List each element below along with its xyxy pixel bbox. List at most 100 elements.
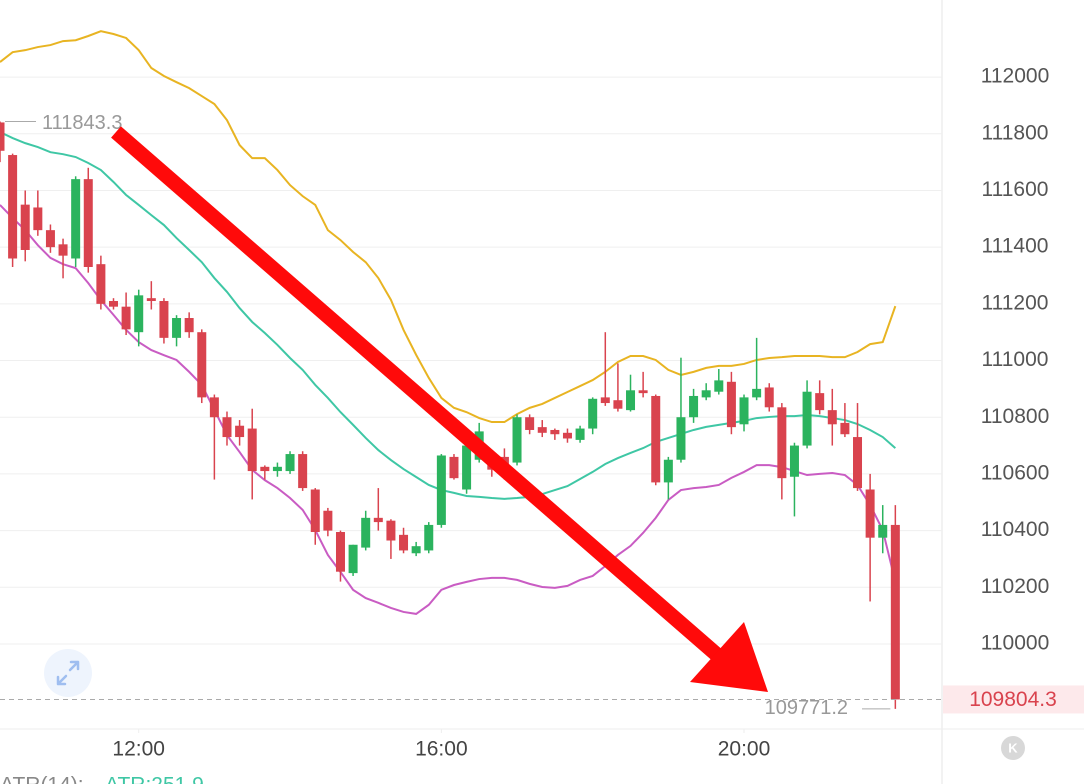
y-tick-label: 112000 [981,65,1050,88]
candle-body [0,122,5,151]
candle-body [272,466,282,472]
candle-body [335,532,345,572]
candle-body [33,207,43,231]
candle-body [424,524,434,551]
band-line [0,204,897,615]
mode-button-bg [1001,736,1025,760]
candle-body [512,417,522,463]
low-marker-label: 109771.2 [765,697,848,719]
candle-body [462,445,472,490]
candle-body [764,387,774,408]
y-tick-label: 111000 [982,348,1049,371]
candle-body [537,427,547,433]
x-tick-label: 16:00 [415,738,468,761]
candle-body [815,393,825,411]
candle-body [525,417,535,430]
y-tick-label: 111600 [982,178,1049,201]
trend-arrow [111,126,768,692]
candle-body [789,445,799,477]
candle-body [222,417,232,438]
candle-body [71,179,81,259]
candle-body [172,318,182,338]
candle-body [323,510,333,531]
candle-body [8,155,18,259]
candle-body [663,459,673,483]
candle-body [361,517,371,548]
candle-body [777,407,787,479]
high-marker-label: 111843.3 [42,112,122,134]
candle-body [726,381,736,428]
candle-body [285,454,295,472]
candle-body [600,397,610,404]
candle-body [134,295,144,333]
y-tick-label: 111200 [982,291,1049,314]
candle-body [588,398,598,429]
candle-body [411,546,421,554]
candle-body [651,395,661,483]
mode-button[interactable]: K [1001,736,1025,760]
candle-body [752,388,762,398]
x-tick-label: 12:00 [112,738,165,761]
candle-body [260,466,270,472]
candle-body [197,332,207,398]
candle-body [701,390,711,398]
candle-body [96,264,106,304]
candle-body [689,395,699,418]
candle-body [108,301,118,307]
candle-body [613,400,623,409]
candle-body [121,306,131,330]
y-tick-label: 111800 [982,121,1049,144]
candle-body [626,390,636,411]
expand-icon [56,660,80,686]
candle-body [298,454,308,489]
candle-body [20,204,30,250]
band-line [0,30,897,424]
candle-body [802,391,812,446]
candle-body [714,380,724,392]
y-tick-label: 110600 [981,461,1050,484]
candle-body [827,410,837,425]
last-price-tag [943,685,1084,714]
grid [0,76,942,733]
plot-area [0,30,900,709]
y-tick-label: 110000 [981,632,1050,655]
candle-body [550,429,560,435]
candle-body [890,524,900,700]
candle-body [146,298,156,302]
candle-body [436,455,446,525]
candle-body [159,301,169,338]
candle-body [45,230,55,248]
candle-body [575,428,585,440]
last-price-label: 109804.3 [969,688,1057,711]
indicator-value: ATR:251.9 [105,774,204,784]
arrow-head [690,622,768,692]
candle-body [386,520,396,541]
candle-body [449,456,459,479]
candle-body [739,397,749,425]
labels: 110000 110200 110400 110600 110800 111000 1112… [0,65,1084,761]
candle-body [247,428,257,472]
candle-body [840,422,850,435]
candle-body [865,489,875,538]
candle-body [878,524,888,538]
y-tick-label: 110800 [981,405,1050,428]
candle-body [83,179,93,267]
expand-bg [44,649,92,697]
candle-body [348,544,358,574]
y-tick-label: 110400 [981,518,1050,541]
y-tick-label: 110200 [981,575,1050,598]
candle-body [184,318,194,333]
candle-body [209,397,219,418]
arrow-shaft [111,126,721,660]
expand-button[interactable] [44,649,92,697]
mode-button-label: K [1008,740,1018,755]
x-tick-label: 20:00 [718,738,771,761]
candle-body [310,489,320,533]
y-tick-label: 111400 [982,235,1049,258]
candle-body [562,432,572,439]
candle-body [399,534,409,551]
candle-body [638,390,648,394]
candle-body [373,517,383,523]
